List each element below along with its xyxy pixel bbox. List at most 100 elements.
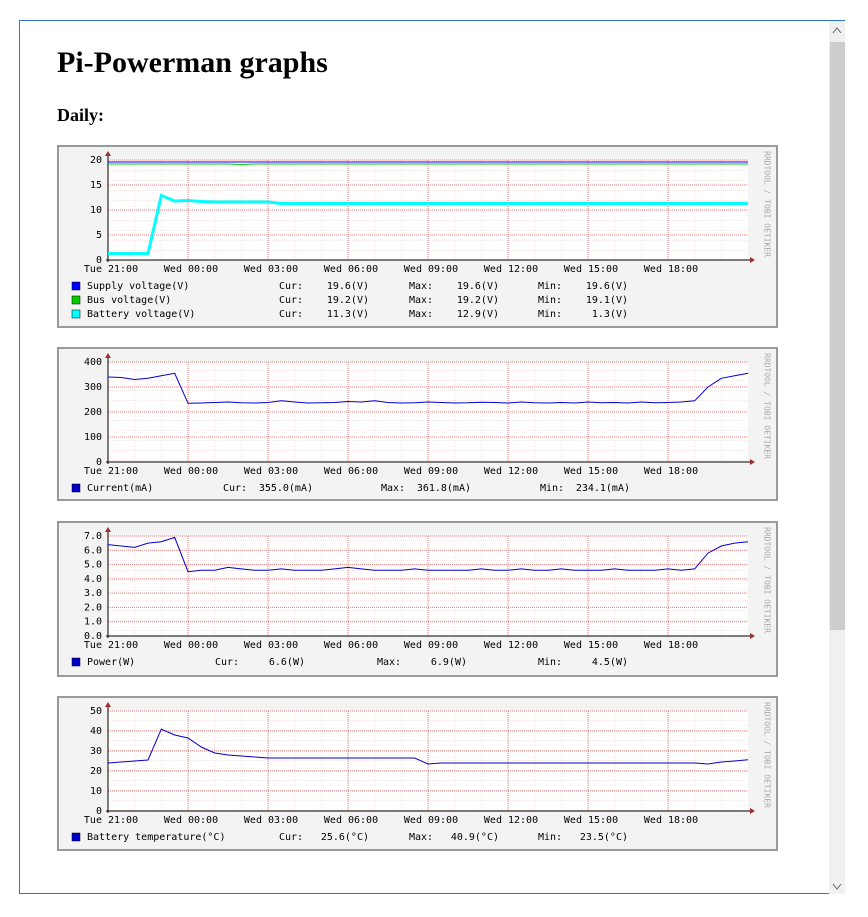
x-tick-label: Wed 15:00 — [564, 264, 618, 275]
x-tick-label: Wed 15:00 — [564, 815, 618, 826]
x-tick-label: Wed 06:00 — [324, 640, 378, 651]
x-tick-label: Wed 03:00 — [244, 466, 298, 477]
stat-label: Cur: — [279, 309, 303, 320]
y-tick-label: 5 — [96, 230, 102, 241]
x-tick-label: Wed 18:00 — [644, 466, 698, 477]
stat-value: 234.1(mA) — [576, 483, 630, 494]
stat-label: Min: — [540, 483, 564, 494]
legend-label: Bus voltage(V) — [87, 295, 171, 306]
section-heading: Daily: — [57, 105, 104, 125]
stat-label: Cur: — [279, 281, 303, 292]
x-tick-label: Tue 21:00 — [84, 466, 138, 477]
x-tick-label: Wed 09:00 — [404, 640, 458, 651]
y-tick-label: 20 — [90, 766, 102, 777]
axis-arrow — [750, 459, 755, 465]
legend-label: Battery voltage(V) — [87, 309, 195, 320]
x-tick-label: Wed 12:00 — [484, 815, 538, 826]
stat-value: 19.2(V) — [457, 295, 499, 306]
stat-label: Max: — [409, 295, 433, 306]
stat-value: 6.9(W) — [431, 657, 467, 668]
watermark: RRDTOOL / TOBI OETIKER — [763, 151, 772, 257]
series-line — [107, 536, 749, 573]
y-tick-label: 50 — [90, 706, 102, 717]
legend-swatch — [71, 295, 81, 305]
stat-value: 1.3(V) — [592, 309, 628, 320]
x-tick-label: Wed 03:00 — [244, 815, 298, 826]
axis-arrow — [105, 151, 111, 156]
stat-label: Max: — [409, 309, 433, 320]
x-tick-label: Wed 06:00 — [324, 466, 378, 477]
watermark: RRDTOOL / TOBI OETIKER — [763, 527, 772, 633]
legend-label: Current(mA) — [87, 483, 153, 494]
x-tick-label: Wed 00:00 — [164, 640, 218, 651]
y-tick-label: 40 — [90, 726, 102, 737]
legend-label: Battery temperature(°C) — [87, 832, 225, 843]
stat-label: Cur: — [279, 295, 303, 306]
x-tick-label: Wed 00:00 — [164, 815, 218, 826]
stat-label: Min: — [538, 295, 562, 306]
x-tick-label: Wed 09:00 — [404, 264, 458, 275]
legend-label: Power(W) — [87, 657, 135, 668]
x-tick-label: Wed 03:00 — [244, 264, 298, 275]
x-tick-label: Tue 21:00 — [84, 640, 138, 651]
x-tick-label: Wed 18:00 — [644, 264, 698, 275]
x-tick-label: Wed 12:00 — [484, 466, 538, 477]
axis-arrow — [750, 633, 755, 639]
x-tick-label: Tue 21:00 — [84, 815, 138, 826]
legend-swatch — [71, 281, 81, 291]
legend-swatch — [71, 832, 81, 842]
y-tick-label: 10 — [90, 786, 102, 797]
stat-value: 23.5(°C) — [580, 832, 628, 843]
axis-arrow — [750, 257, 755, 263]
x-tick-label: Wed 15:00 — [564, 640, 618, 651]
y-tick-label: 0 — [96, 255, 102, 266]
x-tick-label: Wed 00:00 — [164, 264, 218, 275]
stat-value: 19.6(V) — [457, 281, 499, 292]
stat-value: 19.2(V) — [327, 295, 369, 306]
legend-swatch — [71, 483, 81, 493]
x-tick-label: Wed 00:00 — [164, 466, 218, 477]
stat-label: Min: — [538, 281, 562, 292]
x-tick-label: Wed 12:00 — [484, 264, 538, 275]
y-tick-label: 7.0 — [84, 531, 102, 542]
axis-arrow — [105, 527, 111, 532]
y-tick-label: 2.0 — [84, 602, 102, 613]
stat-label: Min: — [538, 832, 562, 843]
watermark: RRDTOOL / TOBI OETIKER — [763, 702, 772, 808]
y-tick-label: 1.0 — [84, 617, 102, 628]
x-tick-label: Wed 09:00 — [404, 815, 458, 826]
series-line — [107, 728, 749, 765]
stat-value: 40.9(°C) — [451, 832, 499, 843]
stat-label: Max: — [381, 483, 405, 494]
y-tick-label: 100 — [84, 432, 102, 443]
x-tick-label: Wed 09:00 — [404, 466, 458, 477]
y-tick-label: 20 — [90, 155, 102, 166]
stat-label: Min: — [538, 309, 562, 320]
stat-value: 19.6(V) — [327, 281, 369, 292]
y-tick-label: 200 — [84, 407, 102, 418]
stat-value: 19.1(V) — [586, 295, 628, 306]
x-tick-label: Wed 18:00 — [644, 815, 698, 826]
stat-label: Cur: — [279, 832, 303, 843]
y-tick-label: 30 — [90, 746, 102, 757]
series-line — [108, 163, 748, 166]
y-tick-label: 5.0 — [84, 560, 102, 571]
scrollbar[interactable] — [829, 21, 845, 894]
y-tick-label: 400 — [84, 357, 102, 368]
stat-value: 12.9(V) — [457, 309, 499, 320]
x-tick-label: Wed 06:00 — [324, 264, 378, 275]
graph: 0 100 200 300 400 Tue 21:00 Wed 00:00 Wed 03:00… — [57, 347, 778, 501]
legend-swatch — [71, 657, 81, 667]
y-tick-label: 300 — [84, 382, 102, 393]
x-tick-label: Wed 18:00 — [644, 640, 698, 651]
graph: 0 5 10 15 20 Tue 21:00 Wed 00:00 Wed 03:00 Wed 0… — [57, 145, 778, 328]
stat-value: 11.3(V) — [327, 309, 369, 320]
y-tick-label: 0.0 — [84, 631, 102, 642]
stat-value: 6.6(W) — [269, 657, 305, 668]
x-tick-label: Wed 06:00 — [324, 815, 378, 826]
y-tick-label: 6.0 — [84, 545, 102, 556]
legend-label: Supply voltage(V) — [87, 281, 189, 292]
x-tick-label: Wed 12:00 — [484, 640, 538, 651]
